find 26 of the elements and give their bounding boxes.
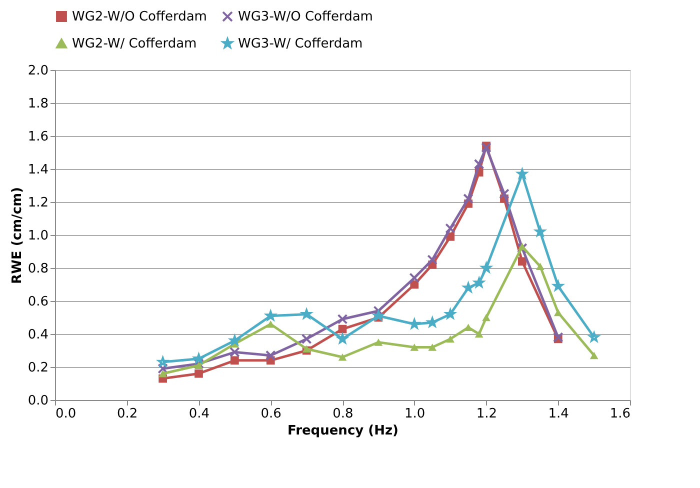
y-tick-label: 0.0 [28,394,48,408]
legend-label: WG3-W/O Cofferdam [238,10,373,25]
x-tick-label: 0.0 [56,406,76,422]
y-tick-label: 1.4 [28,162,48,178]
y-axis-title: RWE (cm/cm) [10,187,25,284]
x-axis-title: Frequency (Hz) [288,424,398,438]
y-tick-label: 1.8 [28,96,48,112]
y-tick-label: 0.4 [28,328,48,342]
y-tick-label: 1.0 [28,228,48,244]
y-tick-label: 0.8 [28,262,48,276]
legend-label: WG3-W/ Cofferdam [238,36,363,52]
legend-label: WG2-W/O Cofferdam [72,10,207,25]
x-tick-label: 1.0 [404,406,426,422]
x-tick-label: 1.6 [610,406,630,422]
y-tick-label: 0.2 [28,360,48,376]
y-tick-label: 1.2 [28,196,48,210]
x-tick-label: 1.4 [548,406,569,422]
y-tick-label: 1.6 [28,130,48,144]
x-tick-label: 0.4 [188,406,210,422]
x-tick-label: 0.8 [332,406,354,422]
x-tick-label: 0.6 [260,406,282,422]
y-tick-label: 0.6 [28,294,48,310]
legend-label: WG2-W/ Cofferdam [72,36,197,52]
x-tick-label: 0.2 [117,406,138,422]
x-tick-label: 1.2 [476,406,498,422]
y-tick-label: 2.0 [28,64,48,78]
